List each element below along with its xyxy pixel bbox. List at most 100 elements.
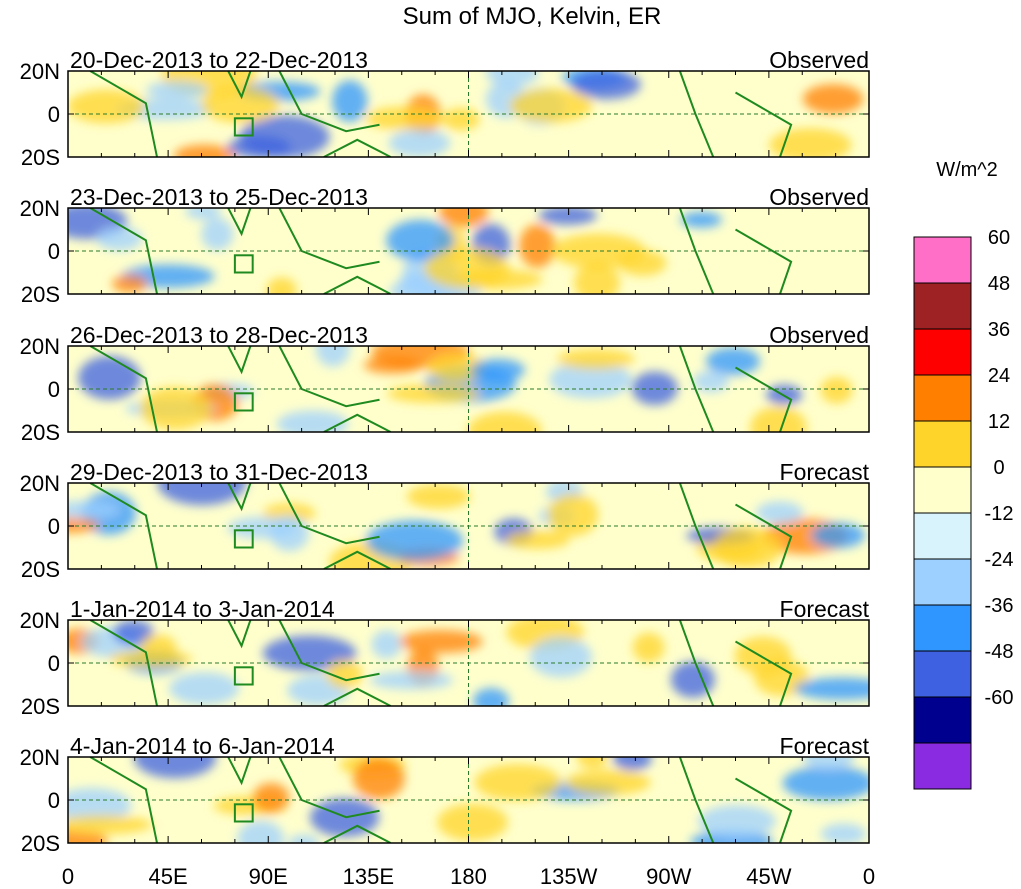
panel-5: 1-Jan-2014 to 3-Jan-2014 Forecast 20N 0 20S [20,596,870,719]
anomaly-blob [365,520,464,561]
anomaly-blob [509,88,593,123]
x-tick-label: 0 [62,864,74,889]
y-tick-label: 0 [48,651,60,676]
y-tick-label: 20N [20,608,60,633]
anomaly-blob [811,522,865,549]
australia-coast [323,824,392,843]
anomaly-blob [201,217,234,251]
panel-date-label: 29-Dec-2013 to 31-Dec-2013 [70,459,368,485]
south-america-west-coast [678,757,715,843]
colorbar-swatch [913,696,972,744]
panel-date-label: 20-Dec-2013 to 22-Dec-2013 [70,47,368,73]
anomaly-field [78,346,853,432]
anomaly-blob [802,757,855,770]
anomaly-field [68,208,722,294]
anomaly-blob [692,370,729,393]
anomaly-blob [467,411,542,432]
x-tick-label: 135E [343,864,394,889]
y-tick-label: 20N [20,196,60,221]
colorbar-level-label: 12 [988,411,1010,433]
y-tick-label: 20S [21,557,60,582]
panel-3: 26-Dec-2013 to 28-Dec-2013 Observed 20N 0 20… [20,322,870,445]
y-tick-label: 0 [48,788,60,813]
y-tick-label: 20N [20,471,60,496]
anomaly-blob [438,208,489,228]
colorbar-level-label: -48 [985,641,1014,663]
y-tick-label: 0 [48,514,60,539]
anomaly-blob [505,530,570,550]
australia-coast [323,550,392,569]
anomaly-blob [331,80,368,123]
africa-coast [89,71,158,157]
panel-1: 20-Dec-2013 to 22-Dec-2013 Observed 20N 0 20… [20,47,870,170]
x-tick-label: 45E [149,864,188,889]
y-tick-label: 0 [48,377,60,402]
x-tick-label: 90W [646,864,691,889]
colorbar-level-label: -60 [985,687,1014,709]
anomaly-blob [365,106,443,131]
anomaly-blob [705,347,761,376]
panel-date-label: 26-Dec-2013 to 28-Dec-2013 [70,322,368,348]
anomaly-blob [485,71,539,87]
colorbar-level-label: -36 [985,595,1014,617]
box-region [233,803,254,823]
anomaly-blob [68,516,100,533]
anomaly-blob [470,358,526,382]
australia-coast [323,275,392,294]
maritime-continent-coast [278,620,380,682]
south-america-east-coast [734,640,793,706]
anomaly-field [68,71,864,157]
figure-title: Sum of MJO, Kelvin, ER [403,3,662,30]
colorbar-swatch [913,604,972,652]
colorbar-level-label: 48 [988,273,1010,295]
panel-status-label: Forecast [780,733,870,759]
anomaly-blob [794,677,869,700]
anomaly-blob [388,128,451,157]
colorbar-swatch [913,374,972,422]
south-america-west-coast [678,208,715,294]
anomaly-blob [262,635,357,671]
anomaly-blob [802,84,864,114]
box-region [233,117,254,137]
panel-status-label: Forecast [780,596,870,622]
panel-2: 23-Dec-2013 to 25-Dec-2013 Observed 20N 0 20… [20,184,870,307]
africa-coast [89,757,158,843]
south-america-east-coast [734,366,793,432]
south-america-west-coast [678,620,715,706]
x-tick-label: 180 [450,864,487,889]
anomaly-blob [538,208,597,225]
y-tick-label: 20N [20,334,60,359]
anomaly-blob [769,128,852,157]
anomaly-blob [68,787,132,824]
panel-status-label: Observed [769,184,869,210]
anomaly-blob [96,226,143,251]
y-tick-label: 20S [21,282,60,307]
anomaly-blob [185,208,221,220]
panel-date-label: 23-Dec-2013 to 25-Dec-2013 [70,184,368,210]
anomaly-blob [352,757,405,800]
coastlines [89,757,793,843]
anomaly-blob [576,757,608,769]
panel-date-label: 1-Jan-2014 to 3-Jan-2014 [70,596,335,622]
colorbar-swatch [913,236,972,284]
y-tick-label: 20S [21,831,60,856]
south-america-west-coast [678,71,715,157]
x-tick-label: 90E [249,864,288,889]
y-tick-label: 20N [20,59,60,84]
coastlines [89,346,793,432]
colorbar-level-label: 24 [988,365,1010,387]
anomaly-blob [472,688,510,706]
africa-coast [89,208,158,294]
anomaly-blob [369,671,454,690]
anomaly-blob [315,346,350,367]
x-axis: 0 45E 90E 135E 180 135W 90W 45W 0 [62,864,875,889]
anomaly-blob [266,277,297,294]
anomaly-field [68,620,869,706]
india-coast [227,483,252,512]
anomaly-blob [109,650,193,668]
colorbar-swatch [913,558,972,606]
anomaly-blob [424,247,510,290]
south-america-east-coast [734,503,793,569]
colorbar-swatch [913,282,972,330]
